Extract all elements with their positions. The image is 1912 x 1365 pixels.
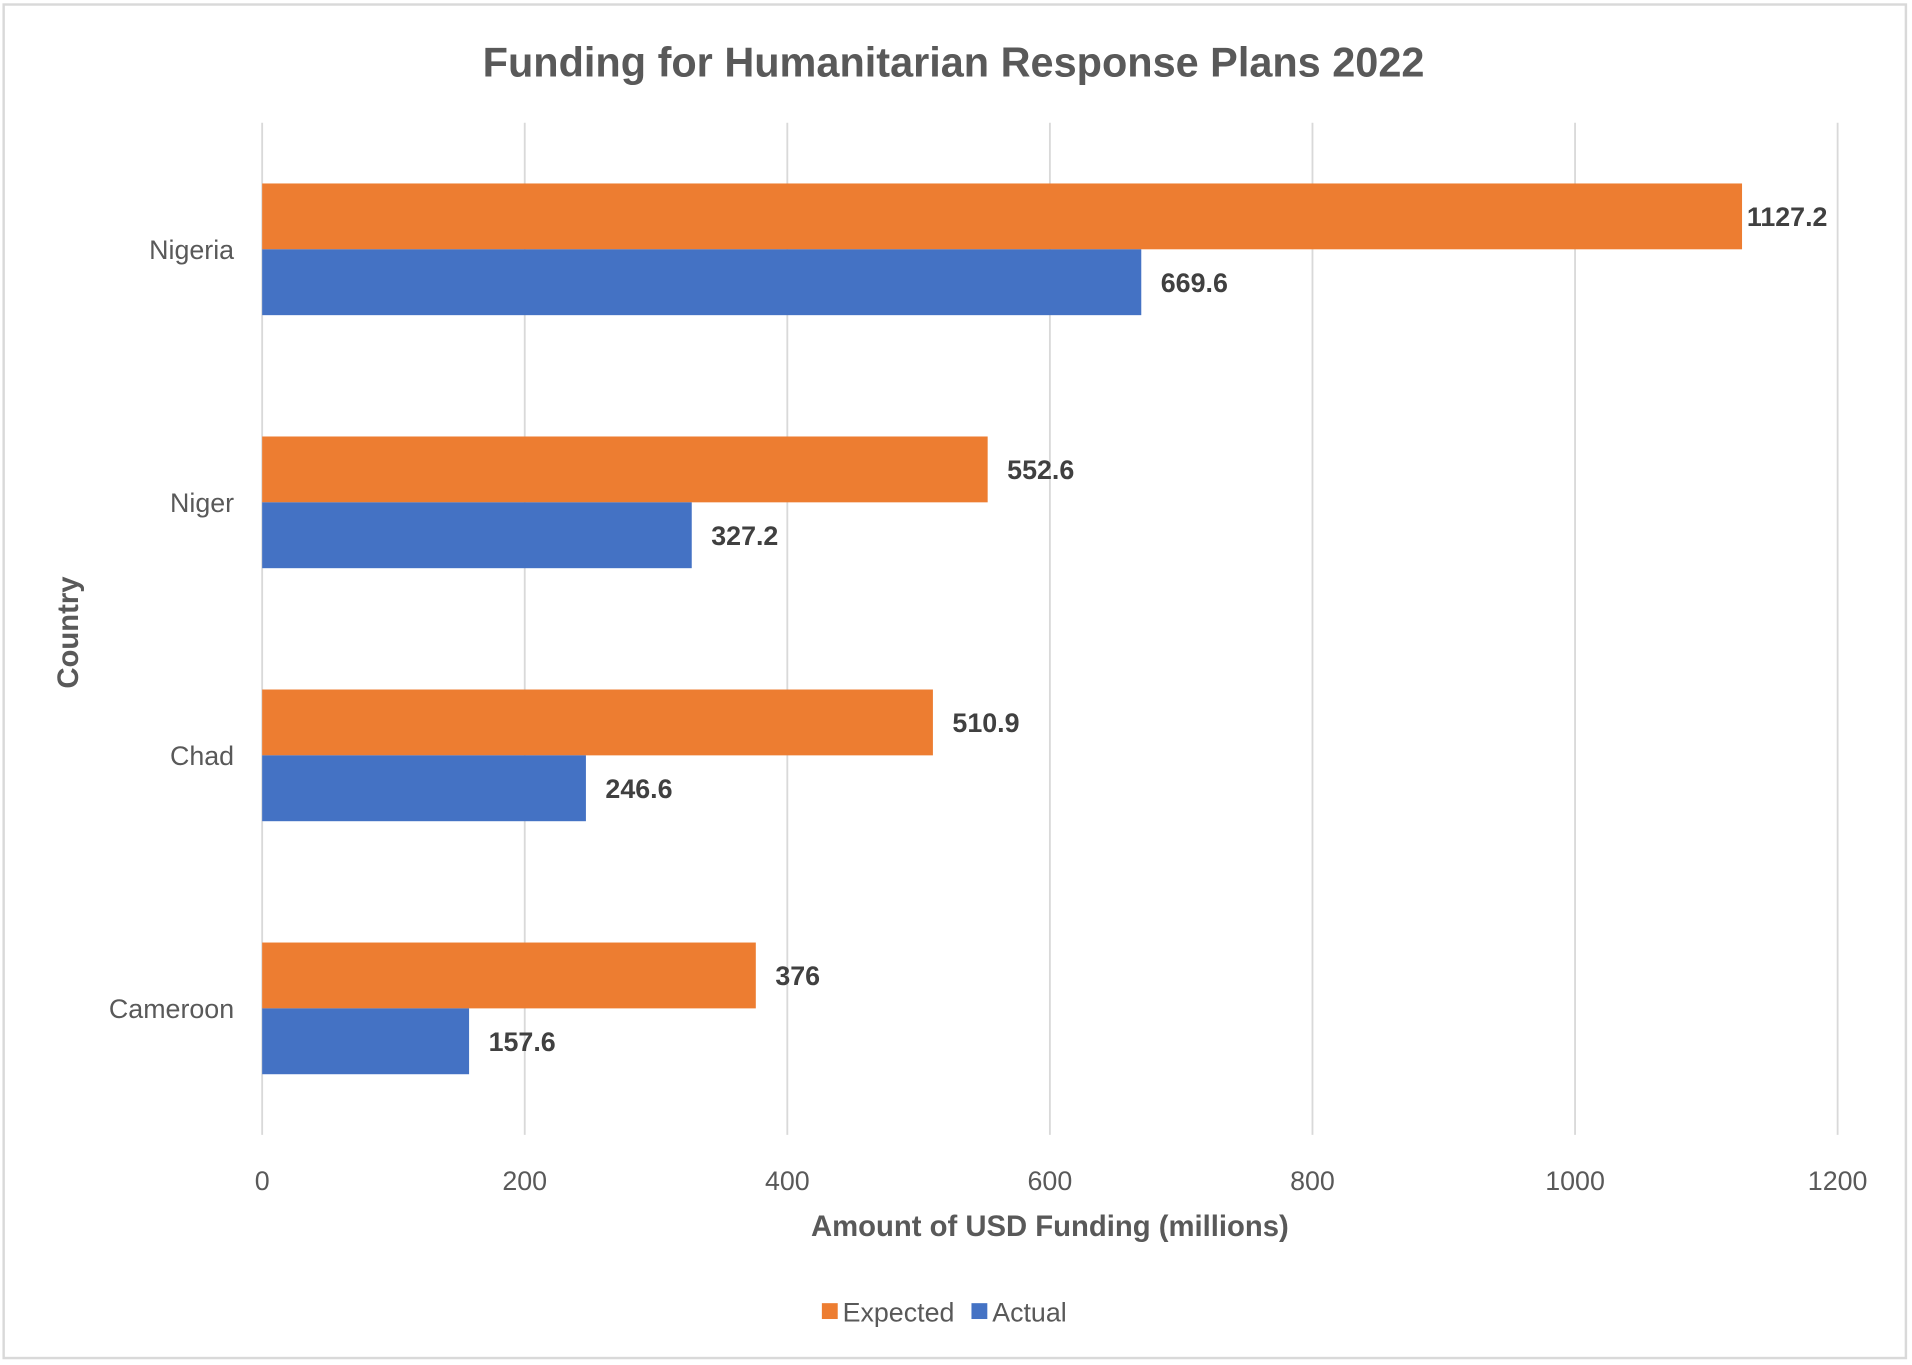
data-label: 552.6: [1007, 455, 1074, 485]
category-label: Niger: [170, 488, 234, 518]
data-label: 246.6: [605, 774, 672, 804]
legend: Expected Actual: [821, 1297, 1067, 1327]
category-labels: Nigeria Niger Chad Cameroon: [109, 235, 234, 1024]
x-tick-labels: 0 200 400 600 800 1000 1200: [255, 1166, 1868, 1196]
data-labels: 1127.2 669.6 552.6 327.2 510.9 246.6 376 157.6: [489, 202, 1828, 1057]
y-axis-title: Country: [53, 576, 85, 689]
x-tick-label: 200: [502, 1166, 547, 1196]
x-tick-label: 800: [1290, 1166, 1335, 1196]
bar-expected: [262, 689, 933, 756]
chart-title: Funding for Humanitarian Response Plans …: [483, 38, 1425, 85]
legend-label: Expected: [843, 1297, 955, 1327]
data-label: 376: [775, 961, 820, 991]
bar-actual: [262, 249, 1142, 316]
category-label: Cameroon: [109, 994, 234, 1024]
x-tick-label: 400: [765, 1166, 810, 1196]
data-label: 157.6: [489, 1027, 556, 1057]
bar-actual: [262, 1008, 470, 1075]
data-label: 327.2: [711, 521, 778, 551]
x-tick-label: 1200: [1808, 1166, 1868, 1196]
legend-label: Actual: [992, 1297, 1067, 1327]
data-label: 1127.2: [1747, 202, 1828, 232]
data-label: 669.6: [1161, 268, 1228, 298]
bar-expected: [262, 942, 756, 1009]
bar-expected: [262, 183, 1743, 250]
bar-actual: [262, 502, 692, 569]
data-label: 510.9: [952, 708, 1019, 738]
bar-expected: [262, 436, 988, 503]
legend-item-expected: Expected: [821, 1297, 955, 1327]
legend-swatch: [971, 1303, 988, 1320]
x-tick-label: 0: [255, 1166, 270, 1196]
x-tick-label: 1000: [1545, 1166, 1605, 1196]
x-axis-title: Amount of USD Funding (millions): [811, 1211, 1289, 1243]
legend-swatch: [821, 1303, 838, 1320]
bar-actual: [262, 755, 586, 822]
bars: [262, 183, 1743, 1075]
category-label: Nigeria: [149, 235, 234, 265]
legend-item-actual: Actual: [971, 1297, 1067, 1327]
category-label: Chad: [170, 741, 234, 771]
x-tick-label: 600: [1028, 1166, 1073, 1196]
